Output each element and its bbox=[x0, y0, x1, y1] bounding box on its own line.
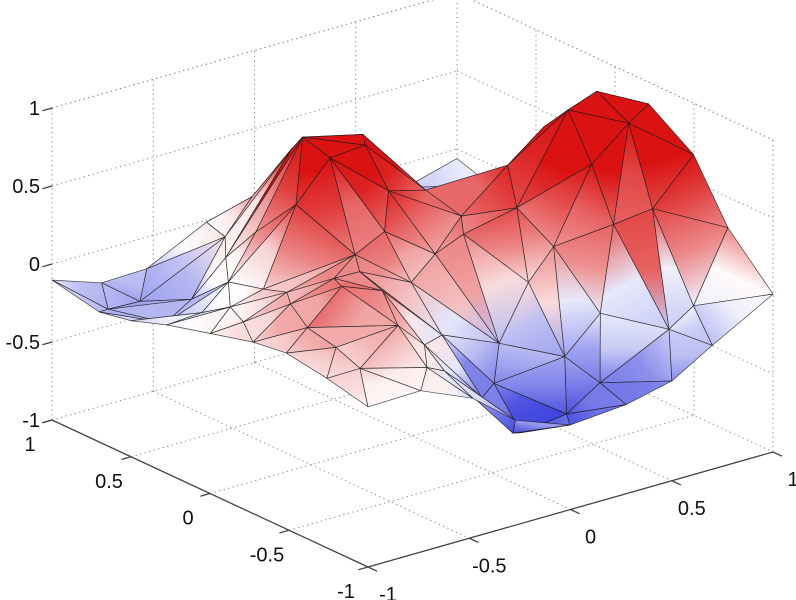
y-axis-tick-label: 1 bbox=[24, 434, 35, 456]
z-tick bbox=[42, 341, 53, 346]
grid-line bbox=[51, 0, 435, 109]
x-tick bbox=[671, 480, 682, 486]
grid-line bbox=[51, 0, 435, 109]
x-axis-tick-label: -1 bbox=[379, 584, 397, 600]
tick-labels: -1-0.500.51-1-0.500.51-1-0.500.51 bbox=[6, 98, 796, 600]
z-tick bbox=[42, 185, 53, 190]
y-tick bbox=[279, 529, 290, 534]
surface-mesh bbox=[51, 90, 774, 434]
z-axis-tick-label: -1 bbox=[22, 410, 40, 432]
x-tick bbox=[570, 508, 580, 515]
grid-line bbox=[288, 414, 695, 531]
y-axis-tick-label: -1 bbox=[337, 581, 355, 600]
surface-triangle bbox=[359, 368, 422, 408]
z-tick bbox=[42, 107, 53, 112]
grid-line bbox=[153, 390, 470, 539]
z-axis-tick-label: -0.5 bbox=[6, 332, 40, 354]
axes bbox=[42, 107, 783, 572]
y-axis-tick-label: 0.5 bbox=[95, 471, 123, 493]
x-tick bbox=[367, 566, 378, 572]
x-axis-tick-label: -0.5 bbox=[472, 555, 506, 577]
z-axis-tick-label: 0.5 bbox=[12, 176, 40, 198]
y-tick bbox=[121, 456, 132, 461]
z-axis-tick-label: 1 bbox=[29, 98, 40, 120]
y-axis-tick-label: 0 bbox=[182, 508, 193, 530]
y-tick bbox=[200, 492, 211, 497]
grid-line bbox=[254, 362, 571, 510]
z-axis-tick-label: 0 bbox=[29, 254, 40, 276]
y-tick bbox=[42, 419, 53, 424]
z-tick bbox=[42, 263, 53, 268]
y-axis-tick-label: -0.5 bbox=[250, 544, 284, 566]
grid-line bbox=[470, 0, 774, 141]
x-tick bbox=[772, 451, 783, 457]
y-tick bbox=[358, 566, 369, 571]
x-axis-tick-label: 0.5 bbox=[678, 498, 706, 520]
x-tick bbox=[468, 537, 479, 544]
x-axis-tick-label: 1 bbox=[787, 469, 796, 491]
x-axis-tick-label: 0 bbox=[585, 527, 596, 549]
